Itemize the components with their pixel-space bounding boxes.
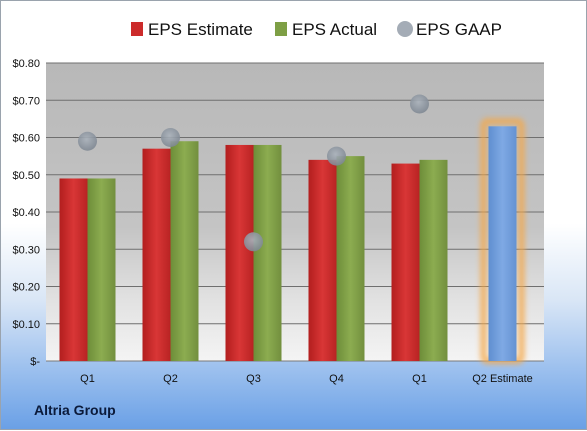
x-tick-label: Q2 Estimate: [472, 373, 533, 385]
legend-label: EPS GAAP: [416, 20, 502, 39]
eps-gaap-point: [78, 131, 97, 151]
legend-label: EPS Actual: [292, 20, 377, 39]
eps-estimate-bar: [308, 159, 337, 361]
bars: [59, 118, 525, 364]
eps-estimate-bar: [59, 178, 88, 361]
x-axis-ticks: Q1 Q2 Q3 Q4 Q1 Q2 Estimate: [80, 373, 533, 385]
eps-estimate-bar: [391, 163, 420, 361]
eps-actual-bar: [170, 141, 199, 361]
gridlines: [46, 62, 544, 362]
company-name: Altria Group: [34, 402, 116, 418]
eps-actual-bar: [419, 159, 448, 361]
legend-swatch: [397, 21, 413, 37]
legend-label: EPS Estimate: [148, 20, 253, 39]
y-tick-label: $0.80: [12, 58, 40, 70]
x-tick-label: Q2: [163, 373, 178, 385]
y-tick-label: $0.10: [12, 319, 40, 331]
legend: EPS Estimate EPS Actual EPS GAAP: [131, 20, 502, 39]
eps-actual-bar: [87, 178, 116, 361]
eps-gaap-point: [244, 232, 263, 252]
x-tick-label: Q1: [80, 373, 95, 385]
eps-gaap-point: [327, 146, 346, 166]
eps-estimate-bar: [225, 144, 254, 361]
y-tick-label: $0.30: [12, 244, 40, 256]
eps-estimate-bar: [142, 148, 171, 361]
y-tick-label: $0.50: [12, 170, 40, 182]
x-tick-label: Q1: [412, 373, 427, 385]
eps-gaap-point: [161, 128, 180, 147]
y-tick-label: $0.60: [12, 133, 40, 145]
x-tick-label: Q3: [246, 373, 261, 385]
y-axis-ticks: $- $0.10 $0.20 $0.30 $0.40 $0.50 $0.60 $0.70 $0.…: [12, 58, 40, 368]
eps-actual-bar: [253, 144, 282, 361]
gaap-points: [78, 94, 429, 252]
legend-swatch: [275, 22, 287, 36]
y-tick-label: $0.40: [12, 207, 40, 219]
x-tick-label: Q4: [329, 373, 344, 385]
y-tick-label: $0.20: [12, 282, 40, 294]
eps-actual-bar: [336, 156, 365, 361]
y-tick-label: $0.70: [12, 95, 40, 107]
y-tick-label: $-: [30, 356, 40, 368]
eps-gaap-point: [410, 94, 429, 114]
q2-estimate-bar: [488, 126, 517, 361]
legend-swatch: [131, 22, 143, 36]
